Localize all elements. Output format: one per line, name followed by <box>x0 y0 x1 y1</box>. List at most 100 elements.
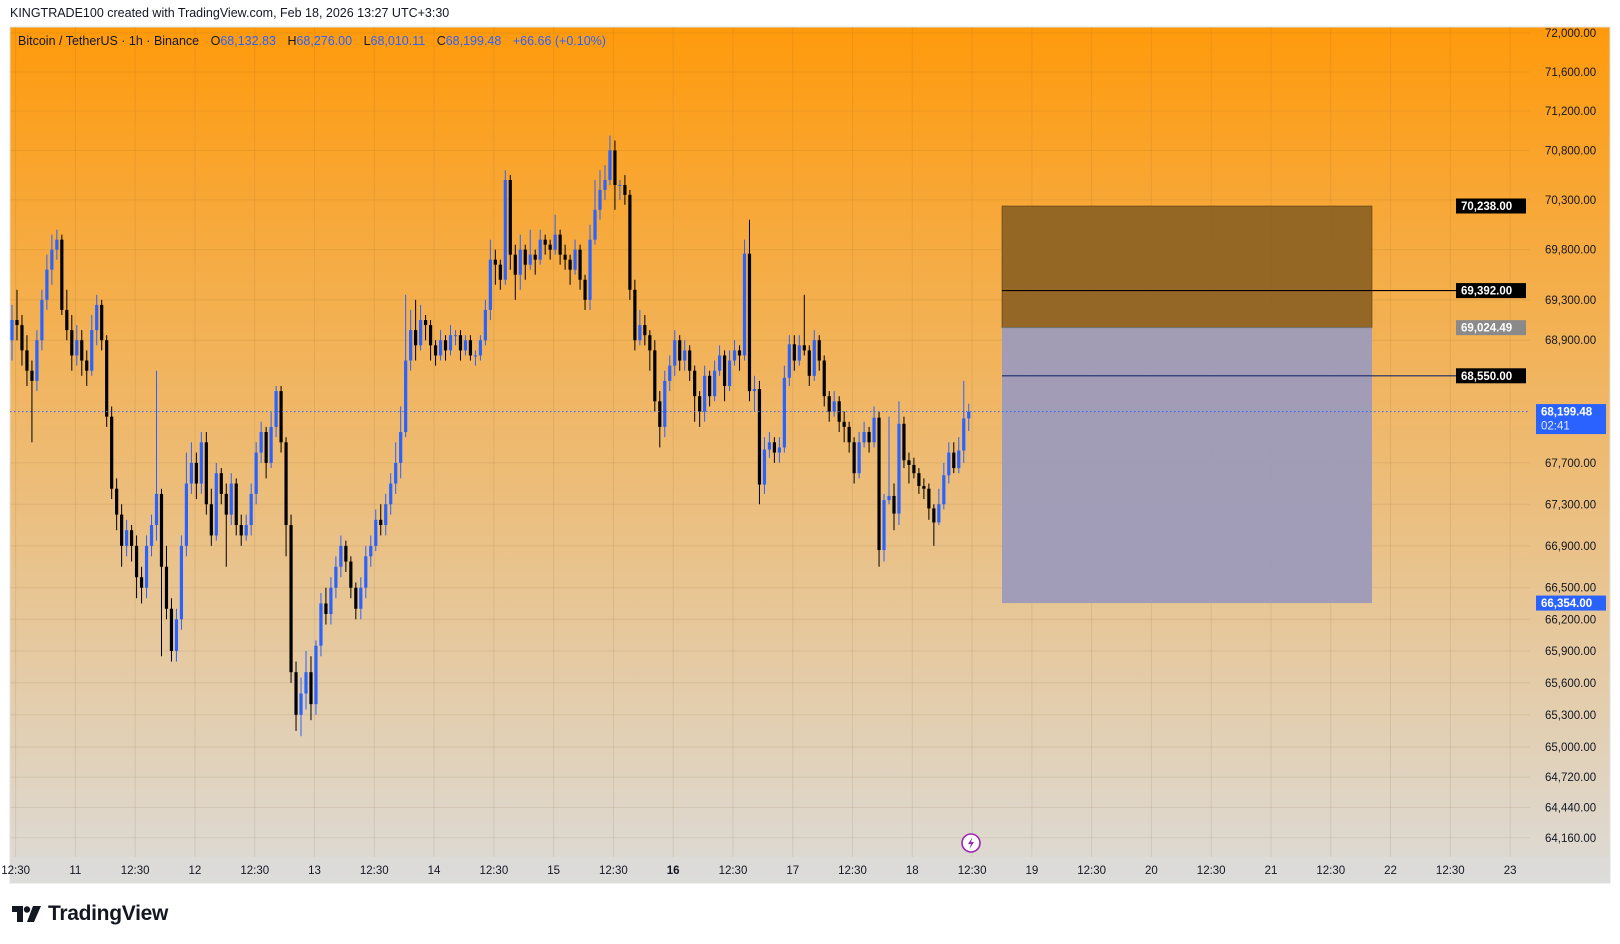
price-tick-label: 70,300.00 <box>1545 195 1596 207</box>
candle <box>120 504 124 567</box>
candle <box>902 416 906 469</box>
candle-body <box>942 475 946 505</box>
candle-body <box>957 450 961 469</box>
candle <box>214 462 218 541</box>
time-tick-label: 12:30 <box>1436 865 1465 877</box>
candle-body <box>862 432 866 443</box>
candle <box>513 244 517 300</box>
candle-body <box>55 239 59 250</box>
candle <box>842 411 846 443</box>
candle <box>822 355 826 407</box>
candle <box>947 442 951 484</box>
candle <box>324 587 328 625</box>
candle <box>927 483 931 520</box>
tradingview-logo[interactable]: TradingView <box>12 902 168 926</box>
time-axis[interactable] <box>10 857 1610 883</box>
candle-body <box>503 180 507 280</box>
candle-body <box>174 619 179 651</box>
candle-body <box>334 566 338 588</box>
candle <box>827 391 831 422</box>
candle <box>937 488 941 526</box>
candle <box>752 375 757 412</box>
candle-body <box>289 525 293 673</box>
candle <box>65 289 69 341</box>
position-tool[interactable] <box>1001 205 1373 604</box>
candle-body <box>528 254 532 265</box>
candle-body <box>30 370 34 381</box>
candle-body <box>379 519 383 526</box>
candle-body <box>199 442 203 484</box>
candle <box>294 661 298 731</box>
candle-body <box>394 462 398 484</box>
candle <box>852 437 856 484</box>
candle-body <box>902 423 906 461</box>
candle <box>882 493 886 562</box>
price-tick-label: 72,000.00 <box>1545 28 1596 40</box>
candle <box>379 504 383 536</box>
candle <box>832 391 836 417</box>
candle-body <box>25 350 29 371</box>
candle <box>608 135 612 185</box>
candle-body <box>339 545 343 567</box>
candle-body <box>90 330 94 371</box>
candle <box>473 350 478 366</box>
position-lower-zone[interactable] <box>1002 327 1372 604</box>
candle <box>727 350 732 392</box>
current-price-label-bg <box>1536 404 1606 435</box>
position-upper-zone[interactable] <box>1001 205 1373 328</box>
candle-body <box>663 380 667 427</box>
candle <box>50 234 54 285</box>
candle <box>159 488 164 657</box>
candle <box>20 314 24 366</box>
candle-body <box>284 442 288 526</box>
logo-text: TradingView <box>48 902 169 925</box>
candle <box>703 365 707 422</box>
price-axis[interactable]: 72,000.00 71,600.00 71,200.00 70,800.00 70,3… <box>1456 28 1606 845</box>
lightning-marker-icon[interactable] <box>961 833 981 853</box>
candle <box>389 473 393 515</box>
candle-body <box>812 340 816 376</box>
candle <box>777 437 781 463</box>
candle <box>912 457 916 479</box>
candle-body <box>299 693 303 715</box>
candle-body <box>50 249 54 270</box>
candle-body <box>922 486 926 489</box>
candle-body <box>648 335 652 351</box>
candle-body <box>40 299 44 341</box>
candle-body <box>249 493 253 526</box>
candle <box>713 360 717 402</box>
candle-body <box>304 672 308 694</box>
symbol-title[interactable]: Bitcoin / TetherUS · 1h · Binance <box>18 34 200 48</box>
candle <box>369 535 373 567</box>
candle <box>349 556 353 599</box>
candle <box>443 335 448 361</box>
candle-body <box>727 360 732 386</box>
candle-body <box>683 350 687 361</box>
open-value: 68,132.83 <box>220 34 276 48</box>
candle <box>279 385 283 453</box>
candle <box>573 239 577 275</box>
candle <box>458 330 463 361</box>
horizontal-line-price-label-bg <box>1456 368 1526 384</box>
candle <box>932 504 936 546</box>
candle-body <box>100 304 104 341</box>
candle <box>289 514 293 683</box>
candle <box>708 370 712 407</box>
candle-body <box>204 442 208 505</box>
candle-body <box>409 330 413 361</box>
candle-body <box>638 325 642 341</box>
candle <box>807 345 811 386</box>
candle <box>613 140 617 210</box>
candle <box>40 289 44 351</box>
candle <box>433 340 438 366</box>
candle-body <box>752 389 757 392</box>
price-tick-label: 66,200.00 <box>1545 614 1596 626</box>
candle-body <box>264 432 268 463</box>
time-tick-label: 12:30 <box>719 865 748 877</box>
candle <box>563 244 567 270</box>
candle <box>304 650 308 710</box>
candle-body <box>139 577 144 588</box>
candle <box>508 175 512 270</box>
candle <box>942 462 946 510</box>
